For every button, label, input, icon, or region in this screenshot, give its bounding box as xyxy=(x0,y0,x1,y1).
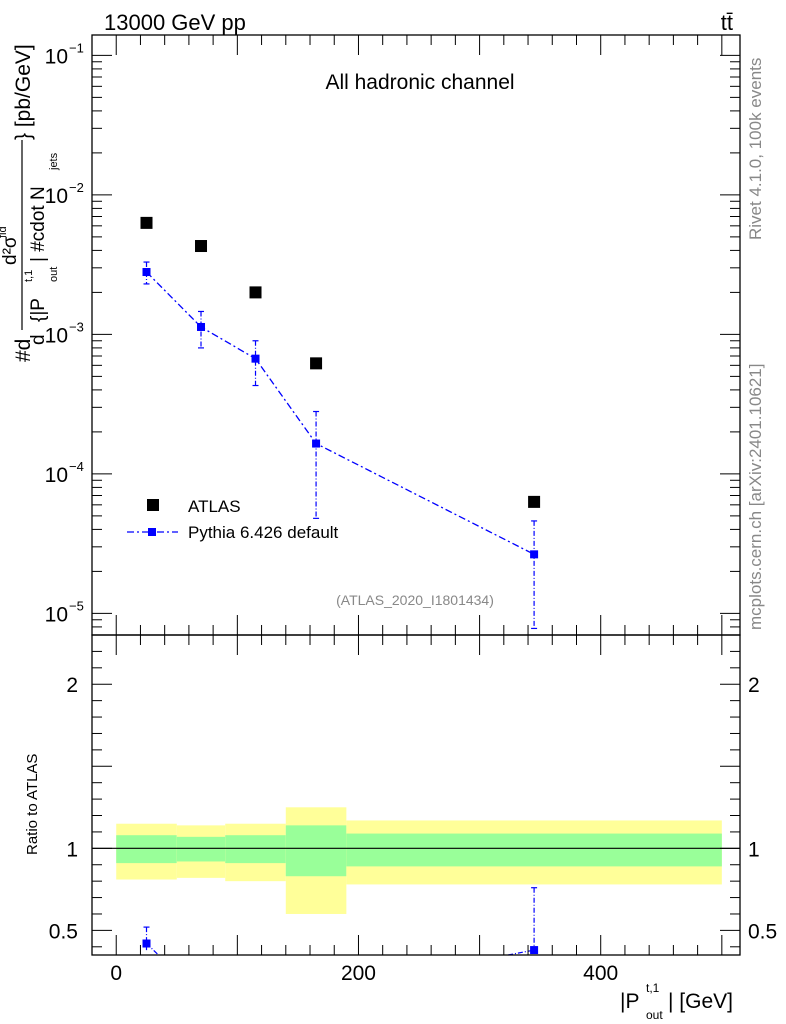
legend-atlas-label: ATLAS xyxy=(188,497,241,516)
x-label-sub: out xyxy=(646,1008,663,1022)
x-tick-label: 200 xyxy=(341,962,376,985)
y-label-unit: } [pb/GeV] xyxy=(12,44,35,140)
y-label-denom-sub: out xyxy=(48,267,60,282)
y-tick-label-exp: −1 xyxy=(69,40,84,55)
y-tick-label: 10 xyxy=(45,324,68,347)
y-label-numer-b: d²σ xyxy=(0,236,21,265)
ratio-y-tick-label-left: 0.5 xyxy=(49,920,78,943)
x-tick-label: 400 xyxy=(583,962,618,985)
ratio-data-point xyxy=(530,946,539,955)
process-label: tt̄ xyxy=(721,10,733,35)
x-label-a: |P xyxy=(620,990,639,1013)
atlas-data-point xyxy=(249,286,262,299)
main-panel-ticks: 10−110−210−310−410−5 xyxy=(45,35,740,636)
uncertainty-band-inner xyxy=(346,833,722,867)
y-tick-label-exp: −3 xyxy=(69,319,84,334)
y-label-denom-a: d xyxy=(28,334,49,345)
atlas-data-point xyxy=(310,357,323,370)
main-panel: 10−110−210−310−410−5 All hadronic channe… xyxy=(0,34,741,636)
pythia-data-point xyxy=(530,550,539,559)
chart-title: All hadronic channel xyxy=(325,71,514,94)
ratio-y-tick-label-right: 0.5 xyxy=(748,920,777,943)
ratio-ticks: 0.5 0.5 1 1 2 2 0 200 400 xyxy=(49,634,777,985)
uncertainty-band-inner xyxy=(176,836,226,862)
y-label-denom-sub2: jets xyxy=(48,152,60,171)
legend-pythia-marker xyxy=(148,528,156,536)
analysis-label: (ATLAS_2020_I1801434) xyxy=(336,592,494,608)
mcplots-label: mcplots.cern.ch [arXiv:2401.10621] xyxy=(746,364,765,630)
uncertainty-band-inner xyxy=(116,835,177,864)
y-label-numer-sup: fid xyxy=(0,226,9,238)
ratio-y-tick-label-right: 2 xyxy=(748,674,760,697)
ratio-y-tick-label-left: 1 xyxy=(66,838,78,861)
pythia-data-point xyxy=(251,354,260,363)
y-tick-label: 10 xyxy=(45,185,68,208)
y-axis-label: #d d²σ fid d {|P t,1 out | #cdot N jets … xyxy=(0,44,60,362)
y-tick-label-exp: −4 xyxy=(69,459,84,474)
pythia-data-point xyxy=(142,268,151,277)
ratio-panel-frame xyxy=(91,634,741,956)
ratio-panel: 0.5 0.5 1 1 2 2 0 200 400 Ratio to ATLAS |P t,1 … xyxy=(24,634,777,1022)
atlas-data-point xyxy=(195,240,208,253)
ratio-marks xyxy=(142,887,539,956)
y-label-numer-a: #d xyxy=(12,339,35,362)
pythia-data-point xyxy=(312,439,321,448)
y-tick-label: 10 xyxy=(45,464,68,487)
y-label-denom-b: {|P xyxy=(28,298,49,322)
legend: ATLAS Pythia 6.426 default xyxy=(127,497,339,542)
uncertainty-band-inner xyxy=(285,825,347,877)
ratio-line-segment xyxy=(146,943,159,956)
ratio-line-segment xyxy=(507,949,535,956)
x-tick-label: 0 xyxy=(110,962,122,985)
atlas-data-point xyxy=(140,216,153,229)
y-tick-label-exp: −5 xyxy=(69,598,84,613)
x-label-b: | [GeV] xyxy=(668,990,733,1013)
y-tick-label-exp: −2 xyxy=(69,180,84,195)
y-label-denom-c: | #cdot N xyxy=(28,186,49,262)
legend-pythia-label: Pythia 6.426 default xyxy=(188,523,339,542)
uncertainty-band-inner xyxy=(225,835,286,864)
ratio-bands xyxy=(92,807,740,914)
ratio-y-tick-label-left: 2 xyxy=(66,674,78,697)
main-panel-marks xyxy=(140,216,541,630)
ratio-y-label: Ratio to ATLAS xyxy=(24,754,41,855)
ratio-y-tick-label-right: 1 xyxy=(748,838,760,861)
legend-atlas-marker xyxy=(147,499,159,511)
x-axis-label: |P t,1 out | [GeV] xyxy=(620,981,733,1022)
y-tick-label: 10 xyxy=(45,603,68,626)
energy-label: 13000 GeV pp xyxy=(104,10,246,35)
y-label-denom-sup: t,1 xyxy=(23,270,35,282)
x-label-sup: t,1 xyxy=(646,981,660,995)
y-tick-label: 10 xyxy=(45,45,68,68)
rivet-label: Rivet 4.1.0, 100k events xyxy=(746,58,765,240)
pythia-data-point xyxy=(197,322,206,331)
main-panel-frame xyxy=(91,34,741,636)
atlas-data-point xyxy=(528,495,541,508)
